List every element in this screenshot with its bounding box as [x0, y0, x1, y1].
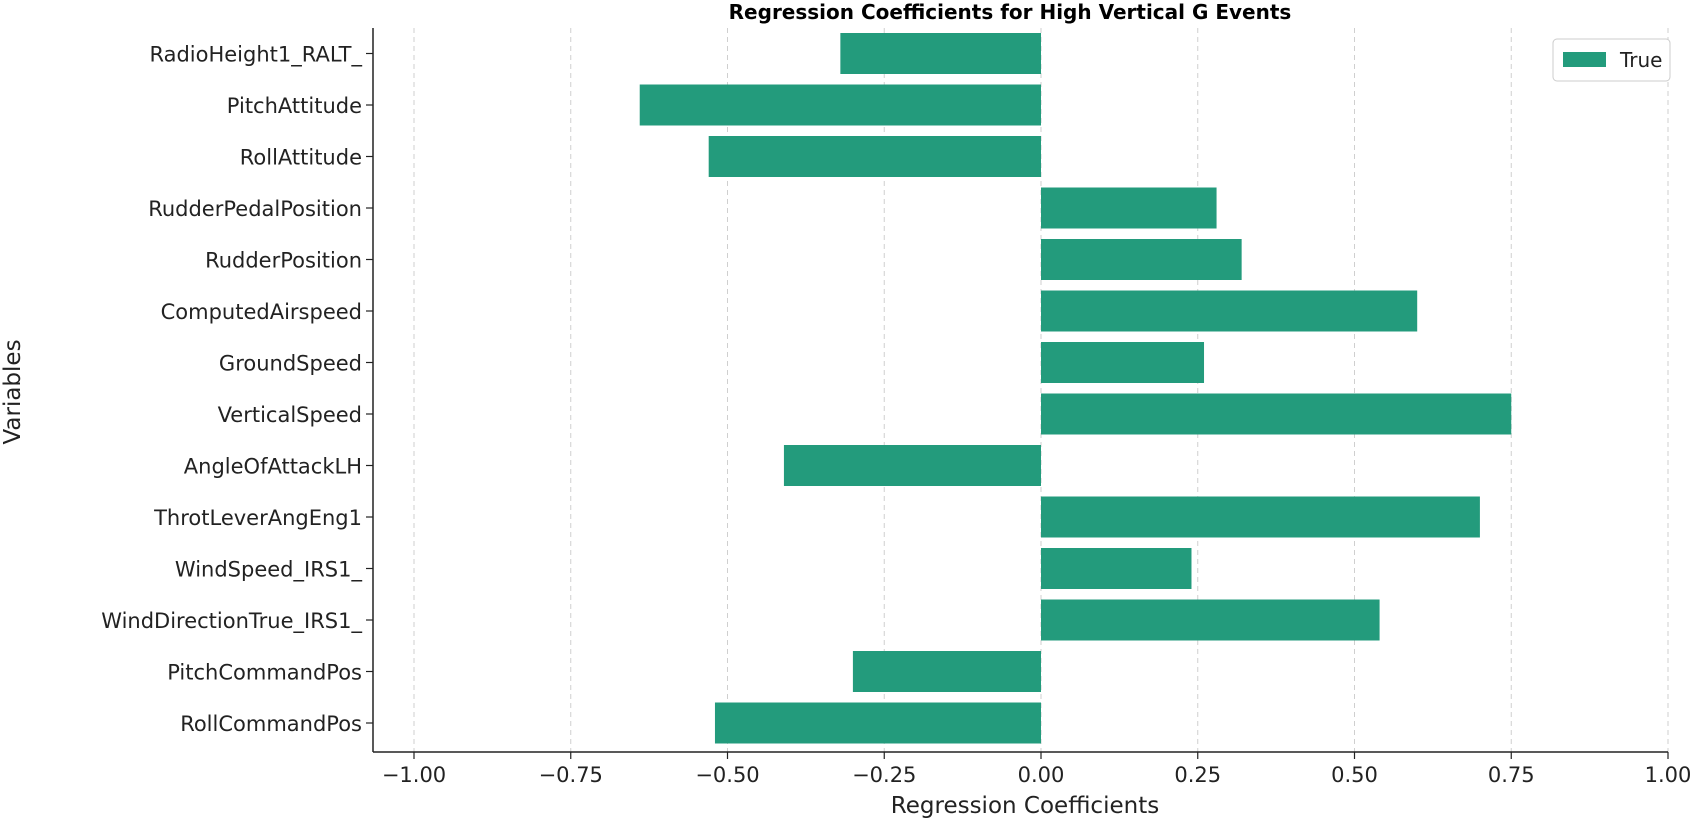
x-tick-label: 0.50	[1331, 763, 1378, 787]
legend-swatch	[1563, 52, 1606, 67]
x-tick-label: −1.00	[382, 763, 446, 787]
x-tick-label: −0.25	[852, 763, 916, 787]
bar	[1041, 496, 1480, 538]
y-tick-label: RudderPedalPosition	[148, 197, 362, 221]
bar	[639, 84, 1041, 126]
bar	[1041, 239, 1242, 280]
legend-frame	[1552, 38, 1671, 82]
x-axis-label: Regression Coefficients	[891, 793, 1159, 819]
chart-title: Regression Coefficients for High Vertica…	[729, 0, 1292, 24]
x-tick-label: 0.25	[1174, 763, 1221, 787]
y-tick-label: RudderPosition	[205, 249, 362, 273]
bar	[1041, 290, 1418, 332]
legend: True	[1552, 38, 1671, 82]
y-tick-label: WindSpeed_IRS1_	[175, 558, 363, 583]
y-axis-label: Variables	[0, 339, 26, 444]
y-tick-labels: RadioHeight1_RALT_ PitchAttitude RollAttit…	[101, 43, 373, 736]
bar	[1041, 599, 1380, 641]
bar	[840, 33, 1041, 74]
x-tick-label: 1.00	[1645, 763, 1692, 787]
y-tick-label: PitchCommandPos	[167, 661, 362, 685]
bar	[1041, 342, 1205, 383]
x-tick-labels: −1.00 −0.75 −0.50 −0.25 0.00 0.25 0.50 0.75 1.00	[382, 752, 1692, 787]
y-tick-label: PitchAttitude	[227, 94, 362, 118]
y-tick-label: WindDirectionTrue_IRS1_	[101, 609, 362, 634]
x-tick-label: −0.75	[539, 763, 603, 787]
bars	[639, 33, 1512, 744]
y-tick-label: ThrotLeverAngEng1	[153, 506, 362, 530]
bar	[1041, 393, 1512, 435]
y-tick-label: RollCommandPos	[180, 712, 362, 736]
bar	[708, 136, 1041, 177]
y-tick-label: GroundSpeed	[219, 352, 362, 376]
y-tick-label: VerticalSpeed	[218, 403, 362, 427]
bar	[783, 445, 1041, 486]
x-tick-label: 0.00	[1018, 763, 1065, 787]
y-tick-label: RollAttitude	[240, 146, 362, 170]
bar	[1041, 187, 1217, 229]
bar	[1041, 548, 1192, 589]
y-tick-label: RadioHeight1_RALT_	[149, 43, 362, 68]
x-tick-label: −0.50	[695, 763, 759, 787]
x-tick-label: 0.75	[1488, 763, 1535, 787]
bar	[714, 702, 1041, 744]
y-tick-label: ComputedAirspeed	[161, 300, 362, 324]
legend-label: True	[1619, 48, 1662, 72]
bar	[852, 651, 1041, 692]
y-tick-label: AngleOfAttackLH	[184, 455, 362, 479]
